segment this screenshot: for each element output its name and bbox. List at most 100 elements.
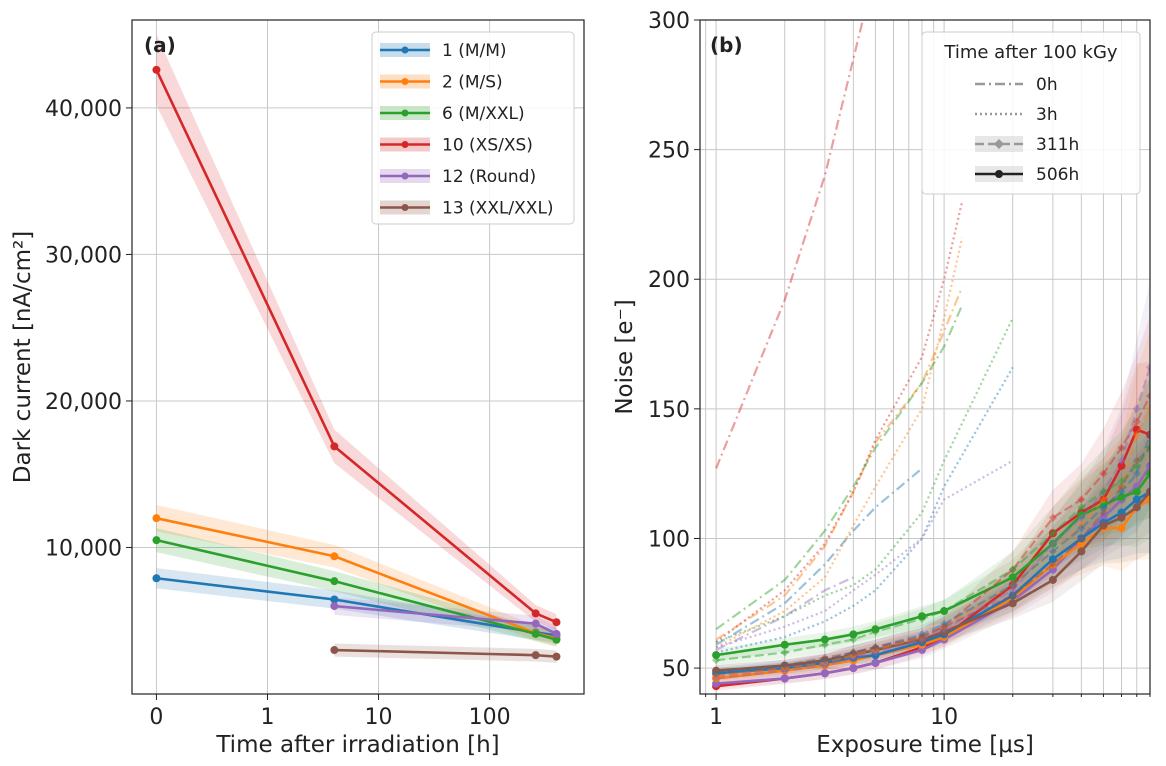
data-point-b-diamond — [849, 648, 858, 657]
data-point-b — [820, 669, 829, 678]
series-line-b-11 — [715, 447, 1150, 662]
data-point-b — [940, 607, 949, 616]
data-point-b-diamond — [1048, 547, 1057, 556]
data-point-b-diamond — [1077, 534, 1086, 543]
y-axis-label-a: Dark current [nA/cm²] — [10, 231, 36, 483]
data-point-b-diamond — [1099, 495, 1108, 504]
data-point-b-diamond — [780, 664, 789, 673]
data-point-b — [1008, 573, 1017, 582]
data-point-b — [820, 635, 829, 644]
data-point-b-diamond — [1117, 482, 1126, 491]
data-point-b — [1008, 581, 1017, 590]
data-point-a — [152, 536, 161, 545]
data-point-b — [1077, 547, 1086, 556]
data-point-b-diamond — [1008, 581, 1017, 590]
data-point-b — [849, 664, 858, 673]
data-point-b-diamond — [940, 625, 949, 634]
series-line-b-15 — [715, 467, 923, 646]
y-tick-label-b: 50 — [662, 657, 690, 682]
data-point-a — [531, 609, 540, 618]
data-point-b — [871, 658, 880, 667]
data-point-b — [1077, 534, 1086, 543]
data-point-b-diamond — [1008, 565, 1017, 574]
series-line-b-9 — [715, 434, 1150, 675]
data-point-b-diamond — [1146, 443, 1150, 452]
data-point-a — [330, 602, 339, 611]
data-point-b-diamond — [1117, 477, 1126, 486]
data-point-a — [531, 629, 540, 638]
legend-swatch-marker-a — [401, 46, 409, 54]
y-tick-label-b: 300 — [648, 9, 690, 34]
panel-label-a: (a) — [144, 33, 176, 57]
y-tick-label-a: 40,000 — [45, 97, 122, 122]
legend-label-a: 12 (Round) — [442, 167, 536, 187]
data-point-b-diamond — [1132, 430, 1141, 439]
data-point-a — [330, 577, 339, 586]
data-point-b-diamond — [780, 661, 789, 670]
data-point-b-diamond — [1132, 404, 1141, 413]
data-point-b — [1117, 524, 1126, 533]
data-point-b — [1117, 461, 1126, 470]
data-point-b-diamond — [1132, 456, 1141, 465]
band-b-1 — [716, 399, 1150, 689]
data-point-a — [531, 651, 540, 660]
x-axis-label-a: Time after irradiation [h] — [215, 732, 499, 758]
series-line-b-7 — [715, 367, 1150, 680]
data-point-b-diamond — [940, 607, 949, 616]
panel-b: 1 10 50 100 150 200 250 300 (b) Exposure time [… — [612, 9, 1151, 758]
data-point-b-diamond — [1008, 565, 1017, 574]
data-point-b-diamond — [1048, 539, 1057, 548]
data-point-b — [871, 645, 880, 654]
data-point-b — [849, 630, 858, 639]
data-point-b — [1099, 521, 1108, 530]
y-axis-label-b: Noise [e⁻] — [612, 299, 638, 414]
data-point-a — [152, 514, 161, 523]
data-point-b — [917, 612, 926, 621]
series-lines-a — [152, 65, 561, 661]
data-point-b-diamond — [940, 622, 949, 631]
data-point-b-diamond — [780, 666, 789, 675]
data-point-b — [1099, 500, 1108, 509]
data-point-b-diamond — [1048, 547, 1057, 556]
data-point-b-diamond — [849, 635, 858, 644]
legend-label-a: 2 (M/S) — [442, 73, 503, 93]
data-point-b — [1008, 599, 1017, 608]
data-point-b — [780, 674, 789, 683]
data-point-b-diamond — [712, 671, 721, 680]
data-point-b-diamond — [849, 648, 858, 657]
data-point-b-diamond — [871, 627, 880, 636]
data-point-b-diamond — [1048, 529, 1057, 538]
data-point-b-diamond — [712, 669, 721, 678]
data-point-b-diamond — [1146, 363, 1150, 372]
data-point-b-diamond — [1132, 461, 1141, 470]
y-tick-label-b: 250 — [648, 139, 690, 164]
series-line-b-10 — [716, 446, 1150, 672]
data-point-b-diamond — [1132, 469, 1141, 478]
data-point-b-diamond — [1099, 503, 1108, 512]
axes-frame-a — [131, 19, 585, 695]
data-point-b — [1132, 425, 1141, 434]
y-tick-label-a: 20,000 — [45, 390, 122, 415]
legend-b: Time after 100 kGy 0h 3h 311h 506h — [921, 31, 1141, 195]
data-point-b-diamond — [940, 622, 949, 631]
data-point-b-diamond — [1048, 513, 1057, 522]
data-point-b-diamond — [820, 656, 829, 665]
data-point-b-diamond — [712, 656, 721, 665]
data-point-b — [1077, 511, 1086, 520]
series-line-a-2 — [156, 538, 557, 642]
series-line-b-18 — [715, 237, 964, 649]
x-tick-label-a: 100 — [469, 705, 511, 730]
data-point-b-diamond — [1077, 495, 1086, 504]
band-a-0 — [156, 568, 557, 643]
data-point-b-diamond — [917, 632, 926, 641]
series-line-b-1 — [715, 465, 1150, 685]
data-point-b-diamond — [917, 635, 926, 644]
data-point-b — [1146, 487, 1150, 496]
y-tick-label-b: 150 — [648, 398, 690, 423]
data-point-b-diamond — [780, 648, 789, 657]
data-point-b — [1132, 503, 1141, 512]
series-line-b-6 — [715, 395, 1150, 677]
axes-frame-b — [699, 19, 1151, 695]
data-point-b-diamond — [1117, 443, 1126, 452]
data-point-b-diamond — [1117, 482, 1126, 491]
